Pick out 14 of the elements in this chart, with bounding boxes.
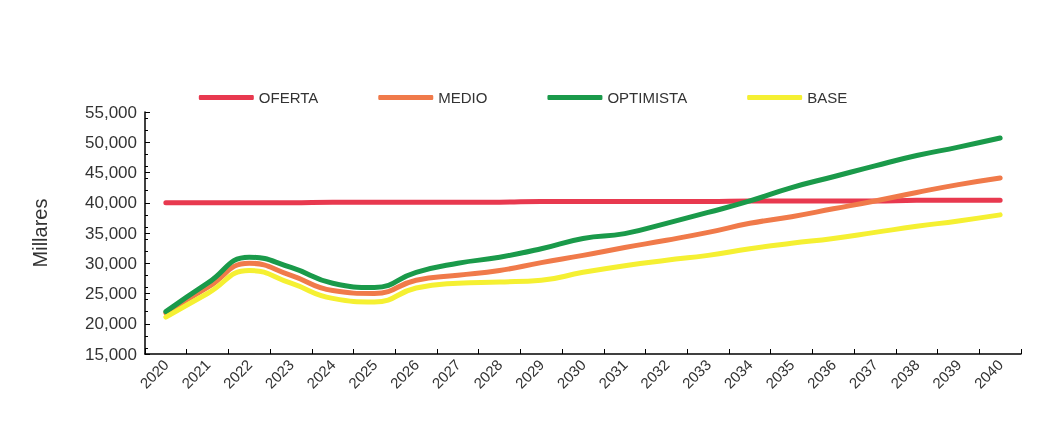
y-tick-label: 35,000 [85, 223, 137, 243]
y-tick-label: 20,000 [85, 314, 137, 334]
y-axis-title: Millares [29, 198, 51, 268]
legend-label: OPTIMISTA [607, 89, 688, 106]
y-tick-label: 50,000 [85, 132, 137, 152]
legend-label: MEDIO [438, 89, 488, 106]
y-tick-label: 30,000 [85, 253, 137, 273]
y-tick-label: 25,000 [85, 284, 137, 303]
legend-label: BASE [807, 89, 848, 106]
y-tick-label: 40,000 [85, 193, 137, 213]
y-tick-label: 55,000 [85, 102, 137, 122]
legend-label: OFERTA [258, 89, 319, 106]
y-tick-label: 15,000 [85, 344, 137, 364]
y-tick-label: 45,000 [85, 163, 137, 182]
